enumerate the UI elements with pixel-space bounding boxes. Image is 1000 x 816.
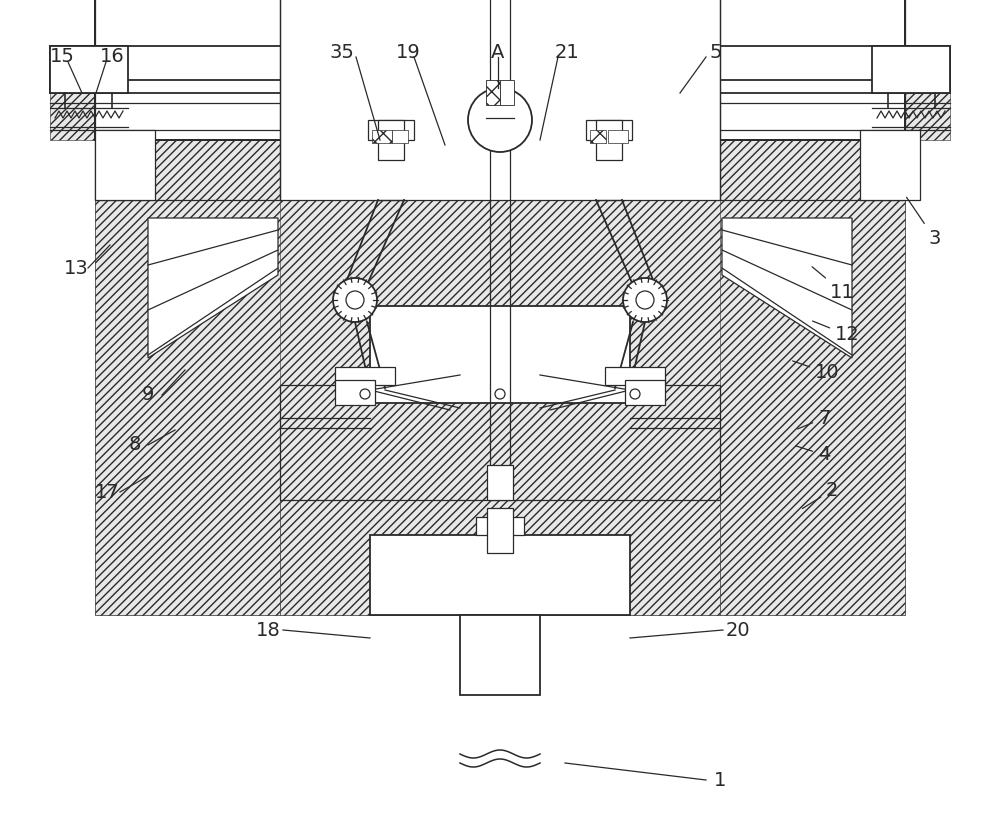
Bar	[490, 0, 510, 140]
Circle shape	[623, 278, 667, 322]
Bar	[586, 120, 632, 140]
Text: 35: 35	[330, 42, 354, 61]
Bar	[372, 130, 392, 143]
Text: 19: 19	[396, 42, 420, 61]
Polygon shape	[95, 140, 905, 615]
Bar	[476, 517, 524, 535]
Bar	[860, 130, 920, 200]
Text: 1: 1	[714, 770, 726, 790]
Bar	[596, 120, 622, 160]
Text: 18: 18	[256, 620, 280, 640]
Text: 20: 20	[726, 620, 750, 640]
Bar	[370, 535, 630, 615]
Polygon shape	[720, 200, 905, 615]
Text: 5: 5	[710, 42, 722, 61]
Bar	[378, 120, 404, 160]
Bar	[590, 130, 606, 143]
Bar	[335, 380, 375, 405]
Text: 4: 4	[796, 446, 830, 464]
Text: 13: 13	[64, 259, 88, 277]
Bar	[95, 0, 905, 140]
Circle shape	[495, 389, 505, 399]
Bar	[95, 0, 905, 140]
Text: 21: 21	[555, 42, 579, 61]
Bar	[368, 120, 414, 140]
Bar	[280, 385, 720, 500]
Bar	[605, 367, 665, 385]
Circle shape	[333, 278, 377, 322]
Circle shape	[630, 389, 640, 399]
Circle shape	[360, 389, 370, 399]
Polygon shape	[280, 500, 720, 615]
Bar	[50, 46, 950, 93]
Text: 11: 11	[812, 267, 855, 301]
Polygon shape	[722, 218, 852, 358]
Bar	[487, 465, 513, 500]
Bar	[486, 80, 500, 105]
Bar	[487, 508, 513, 553]
Bar	[872, 46, 950, 93]
Polygon shape	[148, 218, 278, 358]
Text: 2: 2	[802, 481, 838, 508]
Bar	[280, 0, 720, 200]
Bar	[608, 130, 628, 143]
Text: 17: 17	[95, 482, 119, 502]
Text: 15: 15	[50, 47, 74, 66]
Bar	[460, 615, 540, 695]
Circle shape	[468, 88, 532, 152]
Text: 12: 12	[813, 321, 860, 344]
Polygon shape	[50, 93, 950, 140]
Bar	[500, 80, 514, 105]
Bar	[50, 46, 950, 93]
Bar	[335, 367, 395, 385]
Circle shape	[636, 291, 654, 309]
Bar	[95, 130, 155, 200]
Text: 3: 3	[907, 197, 940, 247]
Bar	[392, 130, 408, 143]
Bar	[625, 380, 665, 405]
Text: 16: 16	[100, 47, 124, 66]
Bar	[95, 80, 905, 140]
Text: 9: 9	[142, 385, 154, 405]
Bar	[370, 306, 630, 403]
Text: 10: 10	[793, 361, 840, 383]
Text: 7: 7	[798, 409, 830, 429]
Circle shape	[346, 291, 364, 309]
Text: A: A	[491, 42, 505, 61]
Bar	[95, 0, 280, 200]
Polygon shape	[95, 200, 280, 615]
Bar	[50, 46, 128, 93]
Bar	[720, 0, 905, 200]
Text: 8: 8	[129, 436, 141, 455]
Polygon shape	[95, 140, 905, 200]
